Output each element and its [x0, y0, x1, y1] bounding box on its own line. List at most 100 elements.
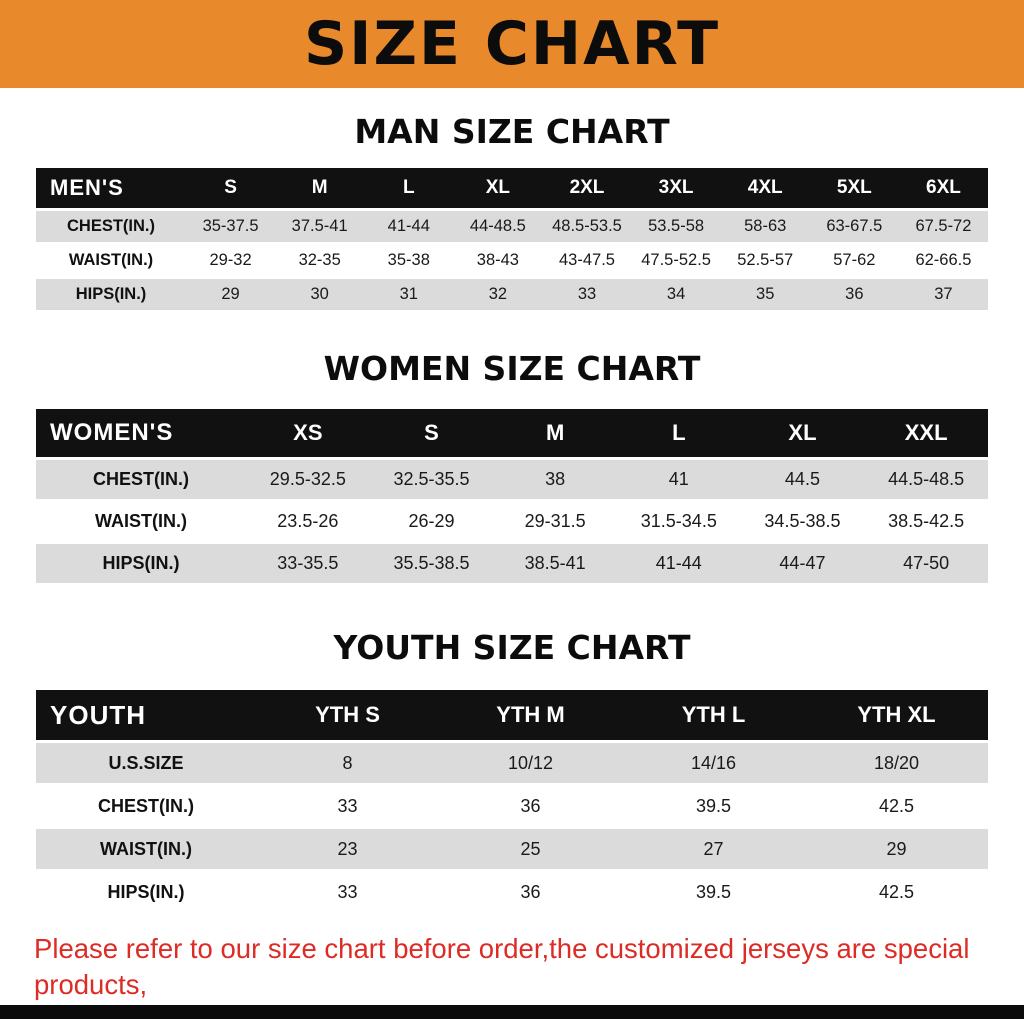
table-header-row: MEN'S S M L XL 2XL 3XL 4XL 5XL 6XL — [36, 168, 988, 208]
size-value-cell: 42.5 — [878, 881, 915, 902]
size-column-header: L — [364, 168, 454, 208]
size-value-cell: 36 — [520, 795, 541, 816]
size-value-cell: 27 — [703, 838, 724, 859]
size-value-cell: 23 — [337, 838, 358, 859]
size-value-cell: 35 — [756, 285, 775, 303]
size-value-cell: 26-29 — [408, 511, 455, 531]
size-value-cell: 23.5-26 — [277, 511, 339, 531]
table-row: CHEST(IN.) 33 36 39.5 42.5 — [36, 786, 988, 826]
size-value-cell: 29.5-32.5 — [269, 469, 346, 489]
size-column-header: 3XL — [631, 168, 721, 208]
size-value-cell: 29-31.5 — [524, 511, 586, 531]
table-row: WAIST(IN.) 23.5-26 26-29 29-31.5 31.5-34.5 34… — [36, 502, 988, 541]
size-value-cell: 18/20 — [873, 752, 920, 773]
size-value-cell: 41-44 — [655, 553, 702, 573]
size-value-cell: 29 — [886, 838, 907, 859]
size-value-cell: 53.5-58 — [648, 217, 705, 235]
row-label: HIPS(IN.) — [75, 285, 147, 303]
size-value-cell: 36 — [520, 881, 541, 902]
size-value-cell: 37 — [934, 285, 953, 303]
table-row: HIPS(IN.) 33 36 39.5 42.5 — [36, 872, 988, 912]
table-row: CHEST(IN.) 29.5-32.5 32.5-35.5 38 41 44.5 44.5… — [36, 460, 988, 499]
size-value-cell: 33 — [337, 881, 358, 902]
size-value-cell: 33-35.5 — [277, 553, 339, 573]
size-value-cell: 34 — [666, 285, 686, 303]
table-row: HIPS(IN.) 29 30 31 32 33 34 35 36 37 — [36, 279, 988, 310]
youth-section-heading: YOUTH SIZE CHART — [333, 628, 691, 667]
row-label: WAIST(IN.) — [95, 511, 187, 531]
size-value-cell: 14/16 — [690, 752, 737, 773]
size-value-cell: 36 — [845, 285, 864, 303]
size-column-header: 5XL — [809, 168, 899, 208]
size-value-cell: 62-66.5 — [915, 251, 972, 269]
row-label: HIPS(IN.) — [107, 881, 185, 902]
title-banner: SIZE CHART — [0, 0, 1024, 88]
size-value-cell: 31 — [399, 285, 418, 303]
row-label: CHEST(IN.) — [93, 469, 189, 489]
size-column-header: XXL — [864, 409, 988, 457]
size-column-header: XL — [740, 409, 865, 457]
page-title: SIZE CHART — [303, 9, 721, 79]
size-value-cell: 47.5-52.5 — [641, 251, 711, 269]
table-row: U.S.SIZE 8 10/12 14/16 18/20 — [36, 743, 988, 783]
size-column-header: L — [616, 409, 741, 457]
size-value-cell: 41 — [668, 469, 689, 489]
size-column-header: XS — [246, 409, 370, 457]
table-corner-label: WOMEN'S — [36, 409, 246, 457]
row-label: U.S.SIZE — [108, 752, 184, 773]
size-value-cell: 58-63 — [744, 217, 787, 235]
size-column-header: 2XL — [542, 168, 632, 208]
size-value-cell: 31.5-34.5 — [640, 511, 717, 531]
women-section-heading: WOMEN SIZE CHART — [323, 349, 701, 388]
size-column-header: 4XL — [720, 168, 810, 208]
size-value-cell: 38.5-42.5 — [888, 511, 965, 531]
table-header-row: YOUTH YTH S YTH M YTH L YTH XL — [36, 690, 988, 740]
size-column-header: XL — [453, 168, 543, 208]
size-column-header: M — [275, 168, 365, 208]
size-value-cell: 35.5-38.5 — [393, 553, 470, 573]
table-header-row: WOMEN'S XS S M L XL XXL — [36, 409, 988, 457]
size-column-header: M — [493, 409, 617, 457]
size-column-header: YTH M — [439, 690, 622, 740]
bottom-black-bar — [0, 1005, 1024, 1019]
size-value-cell: 33 — [337, 795, 358, 816]
size-value-cell: 10/12 — [507, 752, 554, 773]
size-value-cell: 38.5-41 — [524, 553, 586, 573]
size-value-cell: 43-47.5 — [559, 251, 615, 269]
table-row: WAIST(IN.) 29-32 32-35 35-38 38-43 43-47.5 47.… — [36, 245, 988, 276]
disclaimer-line-1: Please refer to our size chart before or… — [34, 933, 970, 1000]
size-value-cell: 44-48.5 — [469, 217, 526, 235]
size-value-cell: 38 — [545, 469, 566, 489]
size-value-cell: 44-47 — [779, 553, 826, 573]
size-value-cell: 33 — [577, 285, 597, 303]
row-label: HIPS(IN.) — [102, 553, 180, 573]
size-value-cell: 32-35 — [298, 251, 341, 269]
size-value-cell: 25 — [520, 838, 541, 859]
men-size-table: MEN'S S M L XL 2XL 3XL 4XL 5XL 6XL CHEST(IN.) 35-37… — [36, 165, 988, 313]
table-corner-label: MEN'S — [36, 168, 186, 208]
size-value-cell: 35-37.5 — [202, 217, 259, 235]
size-value-cell: 30 — [310, 285, 329, 303]
size-value-cell: 67.5-72 — [915, 217, 972, 235]
table-row: CHEST(IN.) 35-37.5 37.5-41 41-44 44-48.5 48.5… — [36, 211, 988, 242]
size-value-cell: 34.5-38.5 — [764, 511, 841, 531]
size-value-cell: 29 — [221, 285, 240, 303]
size-column-header: YTH XL — [805, 690, 988, 740]
size-value-cell: 32 — [488, 285, 508, 303]
size-column-header: YTH L — [622, 690, 805, 740]
size-value-cell: 42.5 — [878, 795, 915, 816]
size-value-cell: 39.5 — [695, 881, 732, 902]
row-label: CHEST(IN.) — [98, 795, 194, 816]
size-value-cell: 44.5 — [784, 469, 820, 489]
row-label: WAIST(IN.) — [100, 838, 192, 859]
size-value-cell: 52.5-57 — [737, 251, 794, 269]
row-label: WAIST(IN.) — [68, 251, 154, 269]
size-value-cell: 29-32 — [209, 251, 252, 269]
size-column-header: YTH S — [256, 690, 439, 740]
size-value-cell: 38-43 — [476, 251, 519, 269]
size-value-cell: 35-38 — [387, 251, 430, 269]
youth-size-table: YOUTH YTH S YTH M YTH L YTH XL U.S.SIZE 8 10/12… — [36, 687, 988, 915]
size-value-cell: 63-67.5 — [826, 217, 883, 235]
size-value-cell: 41-44 — [387, 217, 430, 235]
